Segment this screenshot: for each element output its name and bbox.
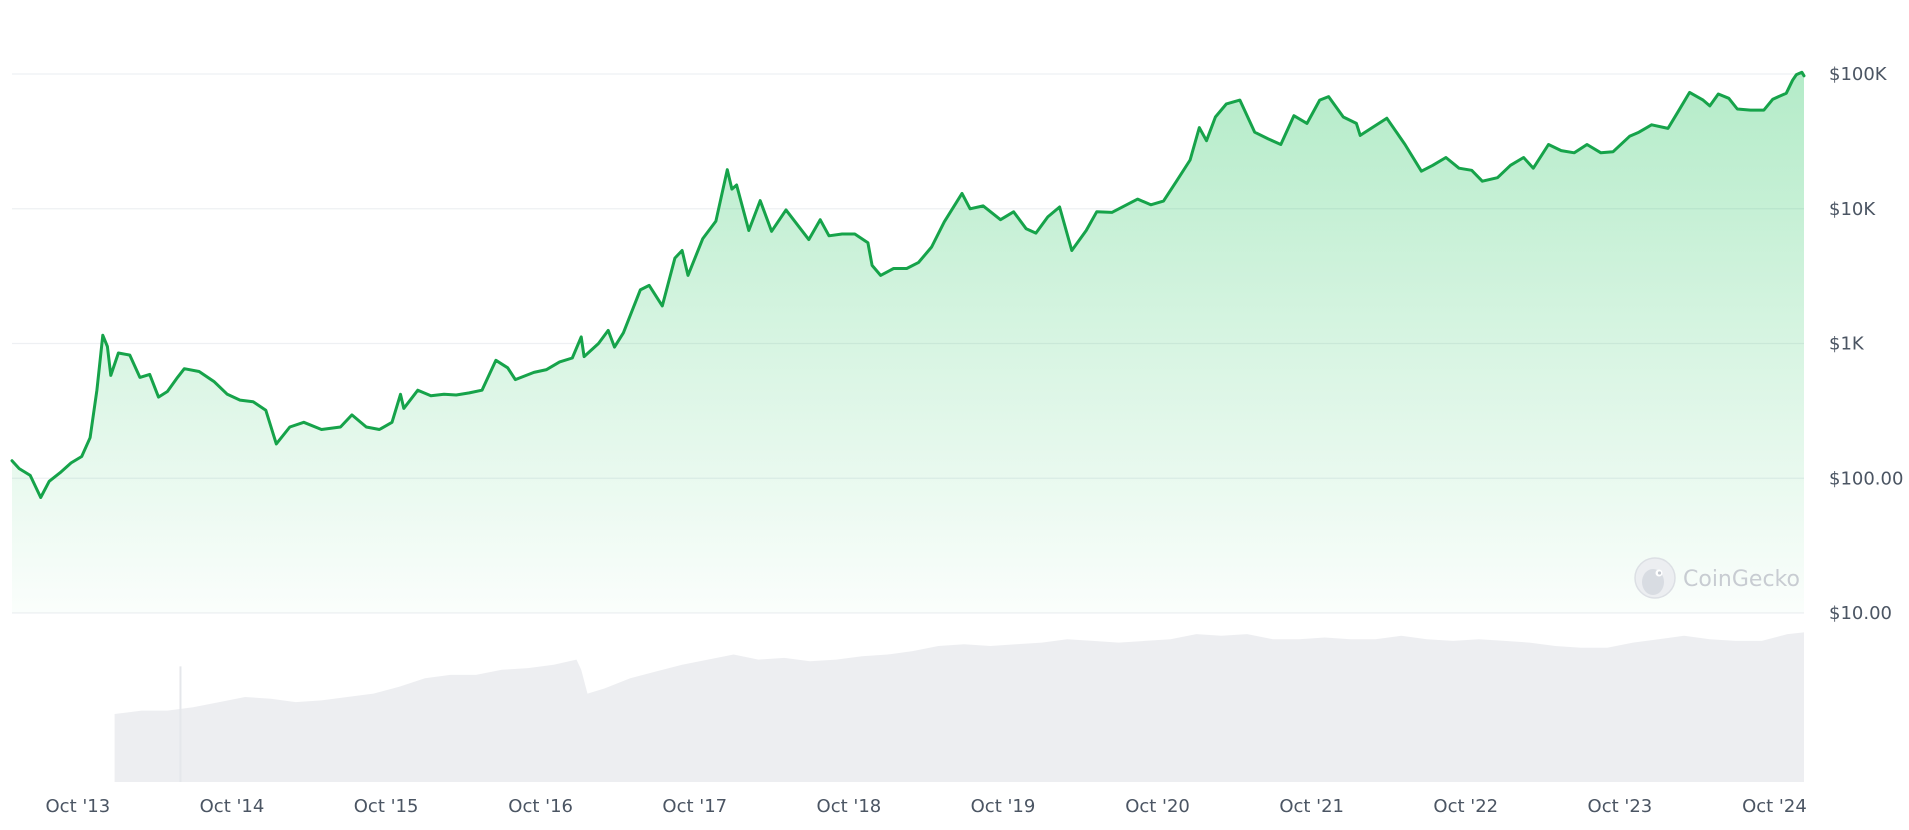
x-axis: Oct '13 Oct '14 Oct '15 Oct '16 Oct '17 Oct '… [46, 796, 1807, 817]
x-tick-label: Oct '13 [46, 796, 111, 817]
y-tick-label: $1K [1829, 334, 1865, 355]
y-tick-label: $100.00 [1829, 468, 1903, 489]
price-area [12, 72, 1804, 614]
x-tick-label: Oct '22 [1433, 796, 1498, 817]
gecko-logo-icon [1634, 557, 1676, 599]
volume-area [114, 632, 1805, 782]
y-axis: $100K $10K $1K $100.00 $10.00 [1829, 64, 1903, 624]
price-line [10, 70, 1806, 499]
x-tick-label: Oct '20 [1125, 796, 1190, 817]
y-tick-label: $100K [1829, 64, 1888, 85]
watermark: CoinGecko [1634, 557, 1800, 599]
x-tick-label: Oct '14 [200, 796, 265, 817]
price-area-group [10, 70, 1806, 614]
x-tick-label: Oct '15 [354, 796, 419, 817]
y-tick-label: $10.00 [1829, 603, 1892, 624]
x-tick-label: Oct '18 [817, 796, 882, 817]
x-tick-label: Oct '17 [662, 796, 727, 817]
x-tick-label: Oct '19 [971, 796, 1036, 817]
x-tick-label: Oct '16 [508, 796, 573, 817]
x-tick-label: Oct '21 [1279, 796, 1344, 817]
y-tick-label: $10K [1829, 199, 1876, 220]
x-tick-label: Oct '23 [1588, 796, 1653, 817]
x-tick-label: Oct '24 [1742, 796, 1807, 817]
volume-chart [114, 632, 1805, 782]
watermark-text: CoinGecko [1683, 567, 1800, 592]
